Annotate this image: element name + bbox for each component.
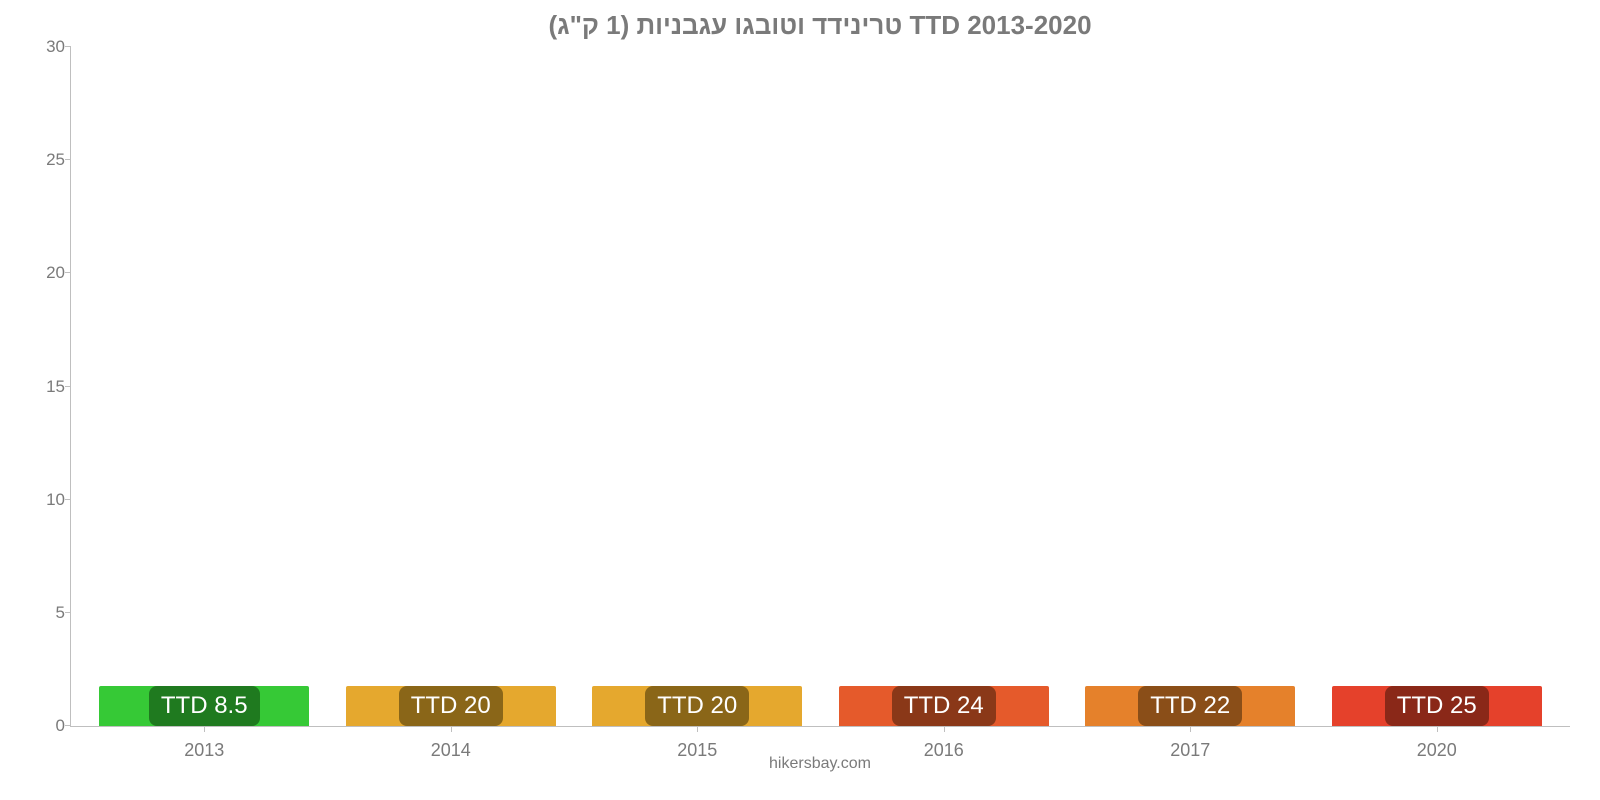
bar-group: TTD 202014 — [328, 686, 575, 726]
y-tick-mark — [65, 612, 71, 613]
bar-group: TTD 8.52013 — [81, 686, 328, 726]
y-tick-mark — [65, 159, 71, 160]
y-tick-label: 15 — [25, 377, 65, 397]
y-tick-mark — [65, 46, 71, 47]
y-tick-label: 5 — [25, 603, 65, 623]
y-tick-mark — [65, 386, 71, 387]
bar-value-label: TTD 25 — [1385, 686, 1489, 726]
x-tick-label: 2017 — [1067, 740, 1314, 761]
plot-area: TTD 8.52013TTD 202014TTD 202015TTD 24201… — [70, 47, 1570, 727]
x-tick-label: 2013 — [81, 740, 328, 761]
bar: TTD 8.5 — [99, 686, 309, 726]
bar: TTD 20 — [346, 686, 556, 726]
bar-chart: טרינידד וטובגו עגבניות (1 ק"ג) TTD 2013-… — [0, 0, 1600, 800]
y-tick-mark — [65, 725, 71, 726]
y-tick-mark — [65, 499, 71, 500]
bar-group: TTD 222017 — [1067, 686, 1314, 726]
x-tick-label: 2015 — [574, 740, 821, 761]
y-tick-label: 30 — [25, 37, 65, 57]
bar-value-label: TTD 20 — [645, 686, 749, 726]
x-tick-mark — [944, 726, 945, 732]
y-tick-mark — [65, 272, 71, 273]
x-tick-mark — [1437, 726, 1438, 732]
bar-value-label: TTD 24 — [892, 686, 996, 726]
bar-value-label: TTD 22 — [1138, 686, 1242, 726]
x-tick-mark — [1190, 726, 1191, 732]
x-tick-label: 2020 — [1314, 740, 1561, 761]
x-tick-label: 2016 — [821, 740, 1068, 761]
x-tick-label: 2014 — [328, 740, 575, 761]
bar-group: TTD 242016 — [821, 686, 1068, 726]
x-tick-mark — [451, 726, 452, 732]
bar: TTD 24 — [839, 686, 1049, 726]
bar: TTD 22 — [1085, 686, 1295, 726]
x-tick-mark — [697, 726, 698, 732]
x-tick-mark — [204, 726, 205, 732]
bar-value-label: TTD 20 — [399, 686, 503, 726]
bar: TTD 25 — [1332, 686, 1542, 726]
y-tick-label: 10 — [25, 490, 65, 510]
bar: TTD 20 — [592, 686, 802, 726]
chart-title: טרינידד וטובגו עגבניות (1 ק"ג) TTD 2013-… — [70, 10, 1570, 41]
bar-value-label: TTD 8.5 — [149, 686, 260, 726]
bar-group: TTD 202015 — [574, 686, 821, 726]
bar-group: TTD 252020 — [1314, 686, 1561, 726]
bars-container: TTD 8.52013TTD 202014TTD 202015TTD 24201… — [71, 47, 1570, 726]
y-tick-label: 20 — [25, 263, 65, 283]
y-tick-label: 0 — [25, 716, 65, 736]
y-tick-label: 25 — [25, 150, 65, 170]
